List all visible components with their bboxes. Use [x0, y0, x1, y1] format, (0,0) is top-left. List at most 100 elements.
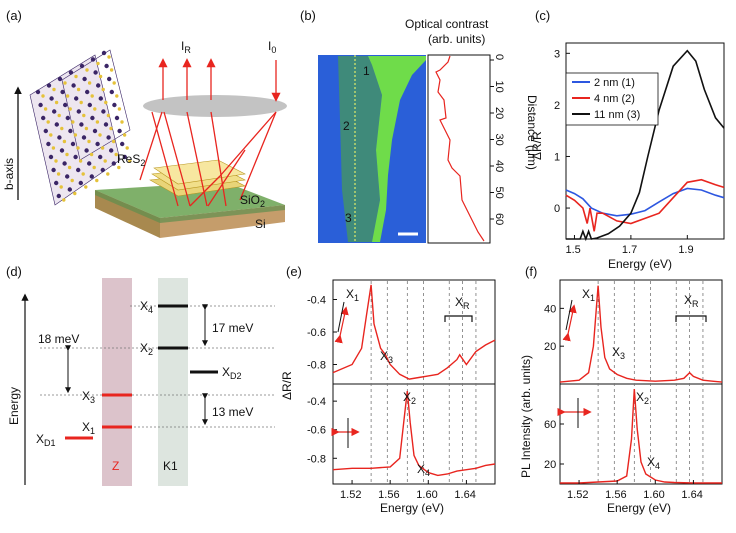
label-xd2: XD2	[222, 365, 242, 381]
f-top-curve	[559, 285, 723, 383]
legend-4nm: 4 nm (2)	[594, 93, 635, 105]
atom-s	[65, 152, 69, 157]
atom-re	[107, 76, 112, 82]
atom-s	[78, 159, 83, 163]
atom-re	[109, 89, 115, 95]
panel-label-c: (c)	[535, 8, 550, 23]
atom-s	[57, 113, 61, 118]
atom-s	[46, 120, 50, 124]
contrast-frame	[427, 54, 491, 244]
f-xlabel: Energy (eV)	[607, 501, 671, 515]
atom-re	[57, 76, 63, 82]
distance-tick-label: 50	[493, 187, 505, 199]
atom-s	[85, 68, 89, 72]
atom-re	[101, 109, 106, 114]
f-peak-x3: X3	[612, 345, 625, 361]
micrograph-thick-flake	[368, 56, 426, 242]
c-xtick-label: 1.9	[678, 244, 693, 256]
atom-s	[101, 87, 105, 92]
atom-re	[68, 128, 73, 134]
e-top-polarization	[334, 306, 349, 344]
atom-s	[122, 133, 127, 137]
atom-re	[90, 57, 96, 62]
e-top-baxis	[337, 301, 345, 333]
atom-s	[103, 159, 107, 163]
atom-re	[60, 89, 65, 95]
atom-s	[81, 172, 85, 176]
atom-re	[117, 128, 122, 134]
distance-ticks: 0 10 20 30 40 50 60	[490, 54, 505, 225]
atom-s	[106, 172, 110, 176]
c-frame	[565, 42, 725, 240]
atom-s	[51, 146, 56, 150]
f-bottom-frame	[559, 383, 723, 485]
atom-s	[79, 100, 83, 105]
atom-s	[120, 120, 124, 124]
atom-re	[54, 122, 59, 127]
f-peak-xr: XR	[684, 293, 699, 309]
contrast-title-2: (arb. units)	[428, 32, 485, 46]
e-ytick-label: -0.8	[307, 360, 326, 372]
f-xr-bracket	[675, 315, 707, 322]
atomic-lattice	[29, 49, 132, 206]
atom-s	[43, 107, 48, 111]
atom-re	[98, 96, 104, 101]
panel-e: 1.52 1.56 1.60 1.64 -0.4 -0.6 -0.8 -0.4 -0.6 -0.8…	[280, 279, 496, 515]
f-xtick-label: 1.64	[681, 489, 702, 501]
ir-label: IR	[181, 39, 191, 55]
f-xtick-label: 1.60	[643, 489, 664, 501]
atom-s	[90, 94, 94, 98]
sio2-layer	[95, 190, 285, 223]
f-ytick-label: 20	[544, 459, 556, 471]
atom-s	[73, 133, 78, 137]
e-xtick-label: 1.60	[416, 489, 437, 501]
c-series-line	[565, 178, 725, 232]
band-k1	[158, 278, 188, 486]
e-xtick-label: 1.64	[454, 489, 475, 501]
panel-label-d: (d)	[6, 264, 22, 279]
atom-re	[122, 154, 128, 160]
atom-s	[109, 68, 114, 72]
atom-s	[74, 74, 78, 79]
atom-re	[59, 148, 65, 153]
atom-s	[71, 120, 75, 124]
e-ytick-label: -0.4	[307, 295, 326, 307]
atom-s	[89, 152, 94, 157]
atom-s	[84, 185, 88, 189]
atom-re	[62, 161, 67, 166]
distance-tick-label: 30	[493, 134, 505, 146]
atom-re	[120, 141, 125, 147]
atom-re	[51, 167, 56, 173]
atom-re	[65, 115, 71, 121]
atom-s	[106, 113, 111, 118]
atom-re	[41, 115, 46, 121]
contrast-title-1: Optical contrast	[405, 17, 489, 31]
atom-re	[46, 83, 52, 88]
atom-s	[67, 165, 72, 170]
atom-re	[114, 115, 120, 121]
beam-arrows	[139, 58, 281, 207]
e-xlabel: Energy (eV)	[380, 501, 444, 515]
atom-s	[70, 178, 74, 183]
atom-s	[107, 55, 111, 59]
c-legend-entries: 2 nm (1) 4 nm (2) 11 nm (3)	[572, 77, 640, 121]
atom-re	[70, 141, 76, 147]
atom-s	[68, 107, 72, 111]
atom-s	[62, 139, 67, 144]
marker-3: 3	[345, 211, 352, 225]
atom-s	[76, 87, 81, 92]
e-xtick-label: 1.56	[378, 489, 399, 501]
c-series-line	[565, 187, 725, 217]
distance-tick-label: 10	[493, 81, 505, 93]
panel-label-b: (b)	[300, 8, 316, 23]
sio2-label: SiO2	[240, 193, 265, 209]
atom-s	[65, 94, 70, 98]
f-ytick-label: 60	[544, 419, 556, 431]
atom-s	[117, 165, 121, 170]
c-ytick-label: 1	[554, 151, 560, 163]
i0-label: I0	[268, 39, 276, 55]
atom-s	[63, 81, 67, 85]
e-ytick-label: -0.8	[307, 453, 326, 465]
panel-c: 1.5 1.7 1.9 0 1 2 3 2 nm (1) 4 nm (2) 11 nm (3…	[530, 42, 725, 271]
atom-s	[84, 126, 89, 131]
